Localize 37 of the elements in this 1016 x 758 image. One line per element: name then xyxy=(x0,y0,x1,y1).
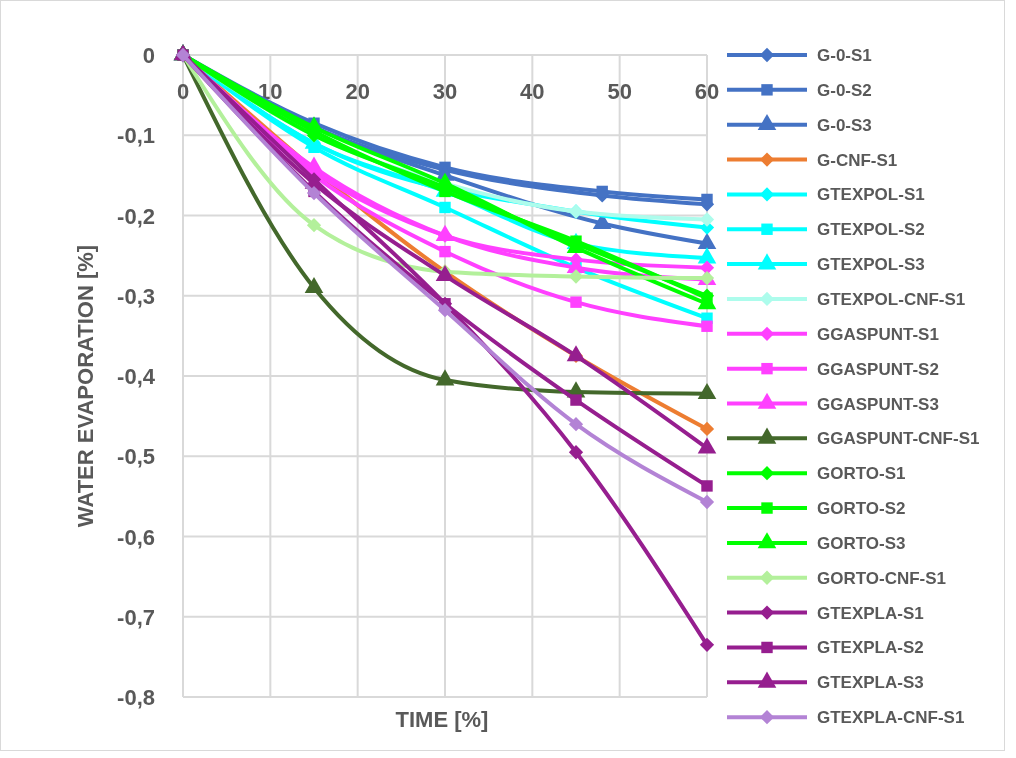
legend-label: GGASPUNT-S1 xyxy=(817,324,939,344)
legend-label: G-0-S1 xyxy=(817,46,872,65)
y-axis-title: WATER EVAPORATION [%] xyxy=(73,244,98,528)
x-tick-label: 0 xyxy=(176,79,190,104)
legend-label: GTEXPOL-S2 xyxy=(817,220,925,240)
legend-label: GORTO-S3 xyxy=(817,533,906,553)
legend-label: G-0-S3 xyxy=(817,115,872,135)
y-tick-label: -0,8 xyxy=(117,685,155,710)
x-tick-label: 30 xyxy=(432,79,458,104)
y-tick-label: -0,3 xyxy=(117,283,155,309)
y-tick-label: -0,5 xyxy=(117,444,155,470)
legend-label: GTEXPOL-S3 xyxy=(817,255,925,275)
y-tick-label: -0,6 xyxy=(117,524,155,550)
legend-label: GORTO-CNF-S1 xyxy=(817,568,947,588)
y-tick-label: -0,1 xyxy=(117,123,155,149)
x-tick-label: 20 xyxy=(345,79,370,104)
x-axis-title: TIME [%] xyxy=(395,707,489,732)
y-tick-label: -0,2 xyxy=(117,203,155,229)
legend-label: GGASPUNT-CNF-S1 xyxy=(817,429,980,449)
legend-label: GGASPUNT-S3 xyxy=(817,394,939,414)
legend-label: GTEXPLA-S2 xyxy=(817,638,924,658)
legend-label: GGASPUNT-S2 xyxy=(817,359,939,379)
legend-label: GTEXPLA-S1 xyxy=(817,603,924,623)
x-tick-label: 50 xyxy=(607,79,632,104)
legend-label: G-CNF-S1 xyxy=(817,150,898,170)
legend-label: GTEXPOL-CNF-S1 xyxy=(817,289,966,309)
legend-label: GTEXPLA-S3 xyxy=(817,673,924,693)
x-tick-label: 60 xyxy=(694,79,720,104)
y-tick-label: -0,4 xyxy=(117,364,156,389)
legend-label: GTEXPOL-S1 xyxy=(817,185,925,205)
legend-label: GORTO-S2 xyxy=(817,499,906,519)
legend-label: G-0-S2 xyxy=(817,80,872,100)
legend-label: GTEXPLA-CNF-S1 xyxy=(817,708,965,728)
y-tick-label: -0,7 xyxy=(117,604,155,630)
x-tick-label: 40 xyxy=(520,79,545,104)
y-tick-label: 0 xyxy=(142,43,155,68)
legend-label: GORTO-S1 xyxy=(817,464,906,484)
